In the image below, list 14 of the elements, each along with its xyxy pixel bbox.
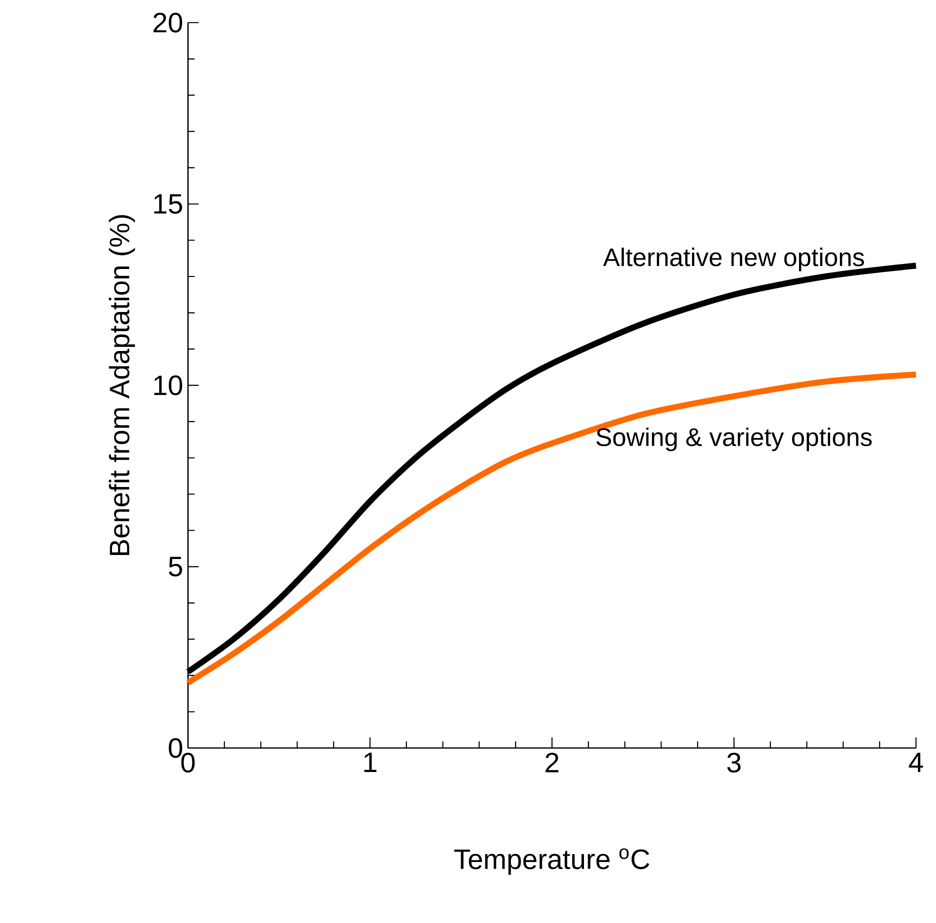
series-label: Alternative new options bbox=[603, 248, 864, 272]
x-axis-title: Temperature $^{o}$C bbox=[454, 848, 650, 875]
y-tick-label: 5 bbox=[168, 557, 182, 577]
series-label: Sowing & variety options bbox=[596, 428, 872, 452]
y-tick-label: 10 bbox=[154, 376, 182, 396]
x-tick-label: 0 bbox=[181, 752, 195, 773]
y-tick-label: 15 bbox=[154, 194, 182, 214]
x-tick-label: 1 bbox=[364, 752, 376, 772]
x-tick-label: 3 bbox=[727, 752, 741, 773]
y-tick-label: 20 bbox=[154, 12, 182, 33]
y-tick-label: 0 bbox=[168, 738, 182, 758]
x-tick-label: 2 bbox=[546, 752, 558, 772]
x-tick-label: 4 bbox=[908, 752, 923, 772]
y-axis-title: Benefit from Adaptation (%) bbox=[108, 215, 135, 556]
